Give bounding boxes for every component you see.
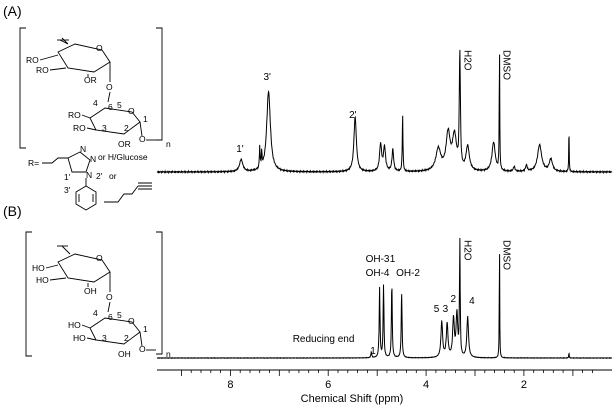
peak-label-a-0: 1' xyxy=(236,144,244,155)
x-tick-label: 6 xyxy=(325,379,331,391)
x-axis-ticks: 8 6 4 2 xyxy=(181,370,593,391)
r-group-label: R= xyxy=(28,158,39,168)
ring-a-num-4: 4 xyxy=(93,98,98,108)
peak-label-a-2: 2' xyxy=(349,110,357,121)
peak-label-b-3: OH-4 xyxy=(366,268,390,279)
n-atom-1: N xyxy=(80,144,86,154)
or-h-glucose: or H/Glucose xyxy=(98,152,148,162)
ro-a-3: RO xyxy=(68,110,81,120)
ring-a-num-5: 5 xyxy=(117,100,122,110)
peak-label-b-10: H2O xyxy=(461,240,472,261)
ho-b-4: HO xyxy=(73,333,86,343)
repeat-n-b: n xyxy=(166,349,171,359)
spectrum-a-peak-labels: 1' 3' 2' H2O DMSO xyxy=(236,50,511,155)
x-axis: 8 6 4 2 Chemical Shift (ppm) xyxy=(157,369,612,405)
phenyl-ring xyxy=(75,185,97,211)
x-tick-label: 2 xyxy=(521,379,527,391)
svg-text:O: O xyxy=(128,316,135,326)
x-axis-label: Chemical Shift (ppm) xyxy=(301,393,404,405)
ro-a-2: RO xyxy=(36,65,49,75)
bracket-b-left xyxy=(25,231,32,357)
ring-a-num-1: 1 xyxy=(143,114,148,124)
x-tick-label: 4 xyxy=(423,379,429,391)
ho-b-3: HO xyxy=(68,320,81,330)
ho-b-1: HO xyxy=(32,263,45,273)
ring-b-num-6: 6 xyxy=(108,312,113,322)
num-2p: 2' xyxy=(96,171,103,181)
peak-label-b-2: OH-3 xyxy=(366,254,390,265)
peak-label-b-0: Reducing end xyxy=(293,334,355,345)
peak-label-b-11: DMSO xyxy=(501,240,512,270)
structure-b: n O HO HO OH O O 6 4 5 3 2 1 HO HO OH O xyxy=(25,231,171,359)
peak-label-b-5: OH-2 xyxy=(396,268,420,279)
bracket-a-left xyxy=(19,27,26,149)
ring-b-num-3: 3 xyxy=(102,333,107,343)
svg-text:O: O xyxy=(139,134,146,144)
ring-a-num-2: 2 xyxy=(124,123,129,133)
ring-b-num-2: 2 xyxy=(124,333,129,343)
panel-b-label: (B) xyxy=(3,203,22,219)
spectrum-b-line xyxy=(156,237,613,360)
n-atom-2: N xyxy=(90,154,96,164)
oh-b-2: OH xyxy=(118,349,131,359)
peak-label-a-4: DMSO xyxy=(501,50,512,80)
repeat-n-a: n xyxy=(166,139,171,149)
peak-label-a-1: 3' xyxy=(264,72,272,83)
x-tick-label: 8 xyxy=(227,379,233,391)
num-1p: 1' xyxy=(64,172,71,182)
num-3p: 3' xyxy=(64,185,71,195)
peak-label-b-6: 5 xyxy=(434,304,440,315)
peak-label-b-8: 2 xyxy=(451,294,457,305)
panel-a-label: (A) xyxy=(3,3,22,19)
bracket-a-right xyxy=(156,27,163,141)
oh-b-1: OH xyxy=(84,286,97,296)
peak-label-b-4: 1 xyxy=(390,254,396,265)
peak-label-a-3: H2O xyxy=(461,50,472,71)
svg-text:O: O xyxy=(139,344,146,354)
svg-text:O: O xyxy=(106,82,113,92)
n-atom-3: N xyxy=(86,170,92,180)
peak-label-b-1: 1 xyxy=(370,346,376,357)
triazole-ring xyxy=(67,151,91,173)
or-word: or xyxy=(109,171,117,181)
ring-b-num-5: 5 xyxy=(117,310,122,320)
svg-text:O: O xyxy=(96,43,103,53)
ho-b-2: HO xyxy=(36,275,49,285)
ring-b-num-1: 1 xyxy=(143,324,148,334)
structure-a: n O RO RO OR O O 6 4 5 3 2 1 RO RO OR O … xyxy=(19,27,171,211)
spectrum-a-line xyxy=(156,49,613,175)
bracket-b-right xyxy=(156,231,163,355)
svg-text:O: O xyxy=(128,106,135,116)
or-a-1: OR xyxy=(84,75,97,85)
ring-a-num-6: 6 xyxy=(108,102,113,112)
ro-a-4: RO xyxy=(73,123,86,133)
ro-a-1: RO xyxy=(26,55,39,65)
ring-b-num-4: 4 xyxy=(93,308,98,318)
svg-text:O: O xyxy=(106,292,113,302)
peak-label-b-7: 3 xyxy=(443,304,449,315)
peak-label-b-9: 4 xyxy=(469,296,475,307)
or-a-2: OR xyxy=(118,139,131,149)
svg-text:O: O xyxy=(96,253,103,263)
ring-a-num-3: 3 xyxy=(102,123,107,133)
